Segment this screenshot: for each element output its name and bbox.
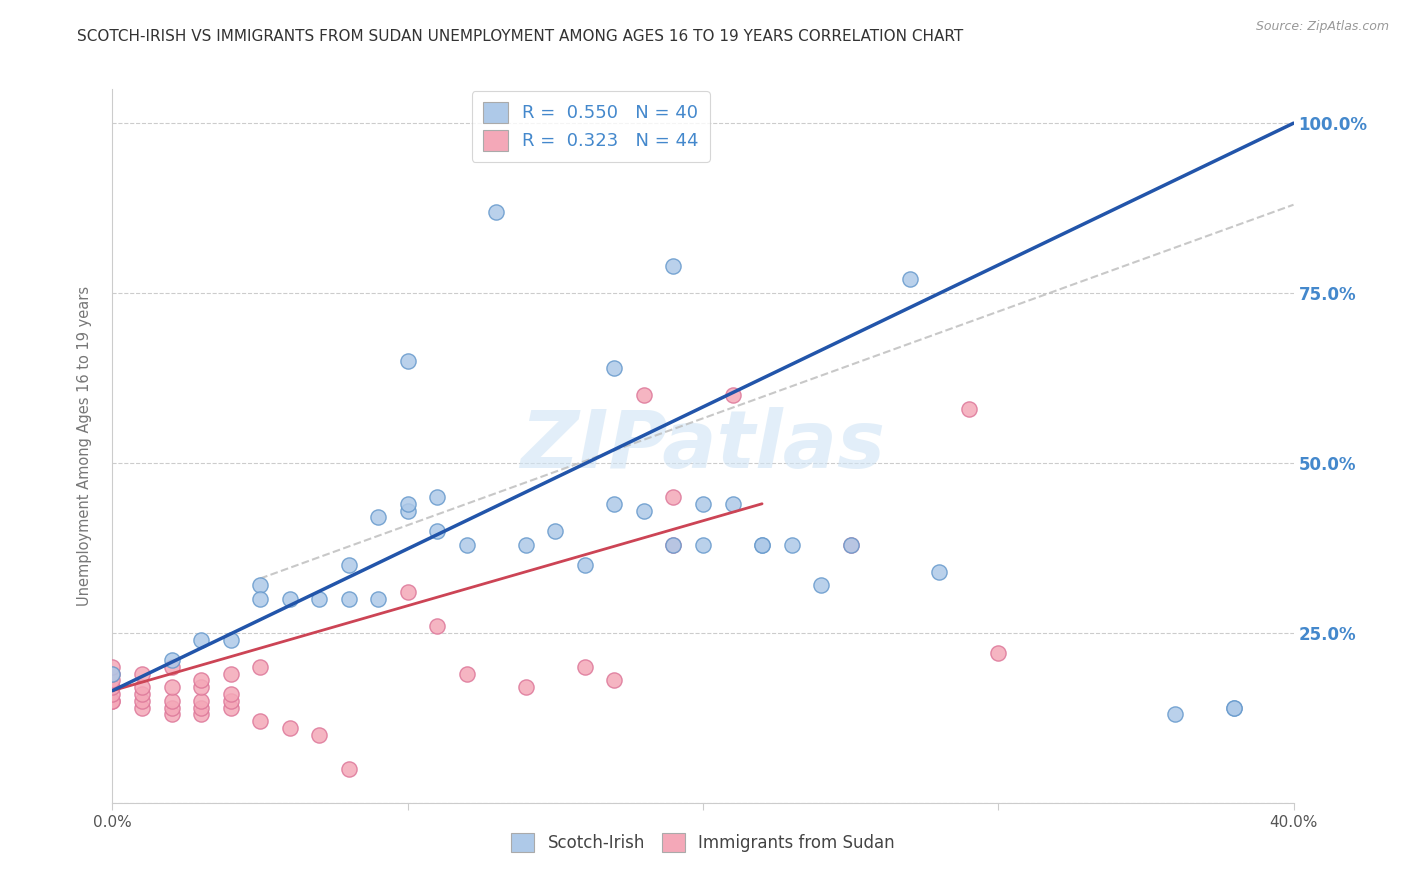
Point: [633, 503, 655, 517]
Point: [219, 694, 242, 708]
Point: [101, 680, 124, 694]
Point: [633, 388, 655, 402]
Point: [515, 680, 537, 694]
Point: [367, 591, 389, 606]
Point: [396, 585, 419, 599]
Point: [278, 721, 301, 735]
Point: [337, 762, 360, 776]
Point: [456, 537, 478, 551]
Point: [839, 537, 862, 551]
Point: [574, 558, 596, 572]
Point: [131, 687, 153, 701]
Text: ZIPatlas: ZIPatlas: [520, 407, 886, 485]
Point: [131, 680, 153, 694]
Point: [426, 490, 449, 504]
Point: [101, 673, 124, 688]
Point: [721, 497, 744, 511]
Point: [249, 578, 271, 592]
Point: [692, 537, 714, 551]
Point: [190, 700, 212, 714]
Point: [426, 524, 449, 538]
Point: [1164, 707, 1187, 722]
Point: [603, 673, 626, 688]
Point: [987, 646, 1010, 660]
Point: [839, 537, 862, 551]
Point: [160, 700, 183, 714]
Point: [337, 591, 360, 606]
Point: [662, 259, 685, 273]
Point: [249, 714, 271, 729]
Point: [957, 401, 980, 416]
Point: [396, 354, 419, 368]
Legend: Scotch-Irish, Immigrants from Sudan: Scotch-Irish, Immigrants from Sudan: [505, 826, 901, 859]
Point: [278, 591, 301, 606]
Point: [160, 680, 183, 694]
Point: [308, 728, 330, 742]
Point: [515, 537, 537, 551]
Point: [780, 537, 803, 551]
Point: [426, 619, 449, 633]
Point: [1223, 700, 1246, 714]
Point: [249, 591, 271, 606]
Point: [190, 694, 212, 708]
Point: [662, 490, 685, 504]
Point: [574, 660, 596, 674]
Y-axis label: Unemployment Among Ages 16 to 19 years: Unemployment Among Ages 16 to 19 years: [77, 286, 91, 606]
Point: [219, 700, 242, 714]
Point: [721, 388, 744, 402]
Point: [219, 666, 242, 681]
Point: [485, 204, 508, 219]
Point: [219, 687, 242, 701]
Point: [396, 503, 419, 517]
Point: [160, 707, 183, 722]
Point: [751, 537, 773, 551]
Point: [249, 660, 271, 674]
Point: [131, 700, 153, 714]
Point: [160, 653, 183, 667]
Point: [662, 537, 685, 551]
Point: [928, 565, 950, 579]
Point: [603, 497, 626, 511]
Point: [101, 694, 124, 708]
Point: [898, 272, 921, 286]
Text: Source: ZipAtlas.com: Source: ZipAtlas.com: [1256, 20, 1389, 33]
Point: [101, 687, 124, 701]
Point: [190, 673, 212, 688]
Point: [692, 497, 714, 511]
Point: [101, 694, 124, 708]
Point: [751, 537, 773, 551]
Point: [131, 666, 153, 681]
Text: SCOTCH-IRISH VS IMMIGRANTS FROM SUDAN UNEMPLOYMENT AMONG AGES 16 TO 19 YEARS COR: SCOTCH-IRISH VS IMMIGRANTS FROM SUDAN UN…: [77, 29, 963, 44]
Point: [337, 558, 360, 572]
Point: [544, 524, 567, 538]
Point: [810, 578, 832, 592]
Point: [101, 660, 124, 674]
Point: [160, 694, 183, 708]
Point: [101, 666, 124, 681]
Point: [190, 707, 212, 722]
Point: [101, 666, 124, 681]
Point: [603, 360, 626, 375]
Point: [396, 497, 419, 511]
Point: [219, 632, 242, 647]
Point: [308, 591, 330, 606]
Point: [131, 694, 153, 708]
Point: [662, 537, 685, 551]
Point: [367, 510, 389, 524]
Point: [456, 666, 478, 681]
Point: [160, 660, 183, 674]
Point: [190, 632, 212, 647]
Point: [190, 680, 212, 694]
Point: [1223, 700, 1246, 714]
